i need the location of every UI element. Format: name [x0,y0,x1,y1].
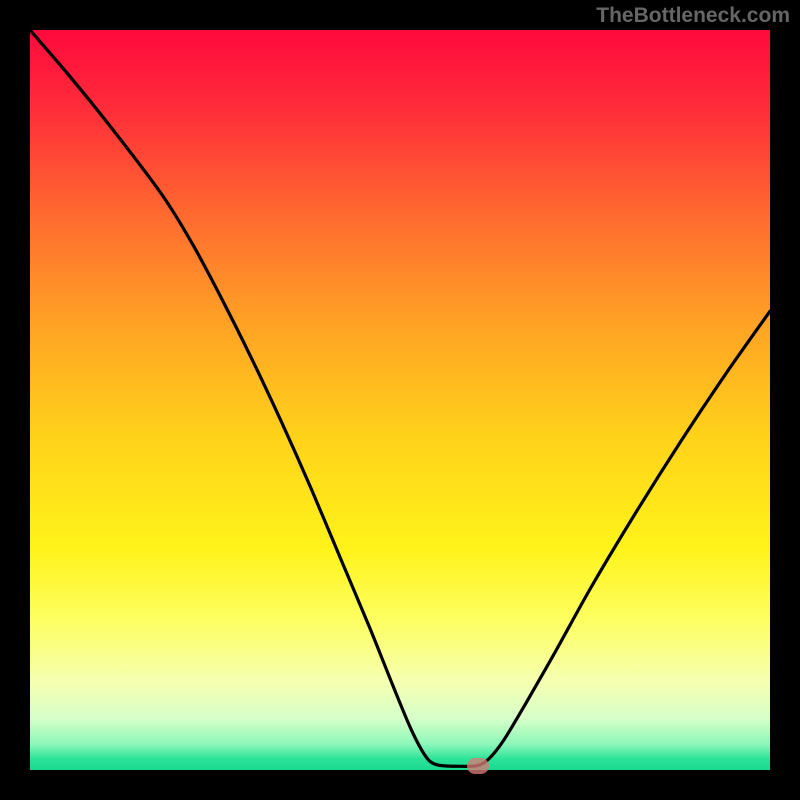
curve-path [30,30,770,766]
bottleneck-curve [30,30,770,770]
optimal-point-marker [467,758,489,774]
chart-container: TheBottleneck.com [0,0,800,800]
watermark-text: TheBottleneck.com [596,4,790,28]
plot-area [30,30,770,770]
